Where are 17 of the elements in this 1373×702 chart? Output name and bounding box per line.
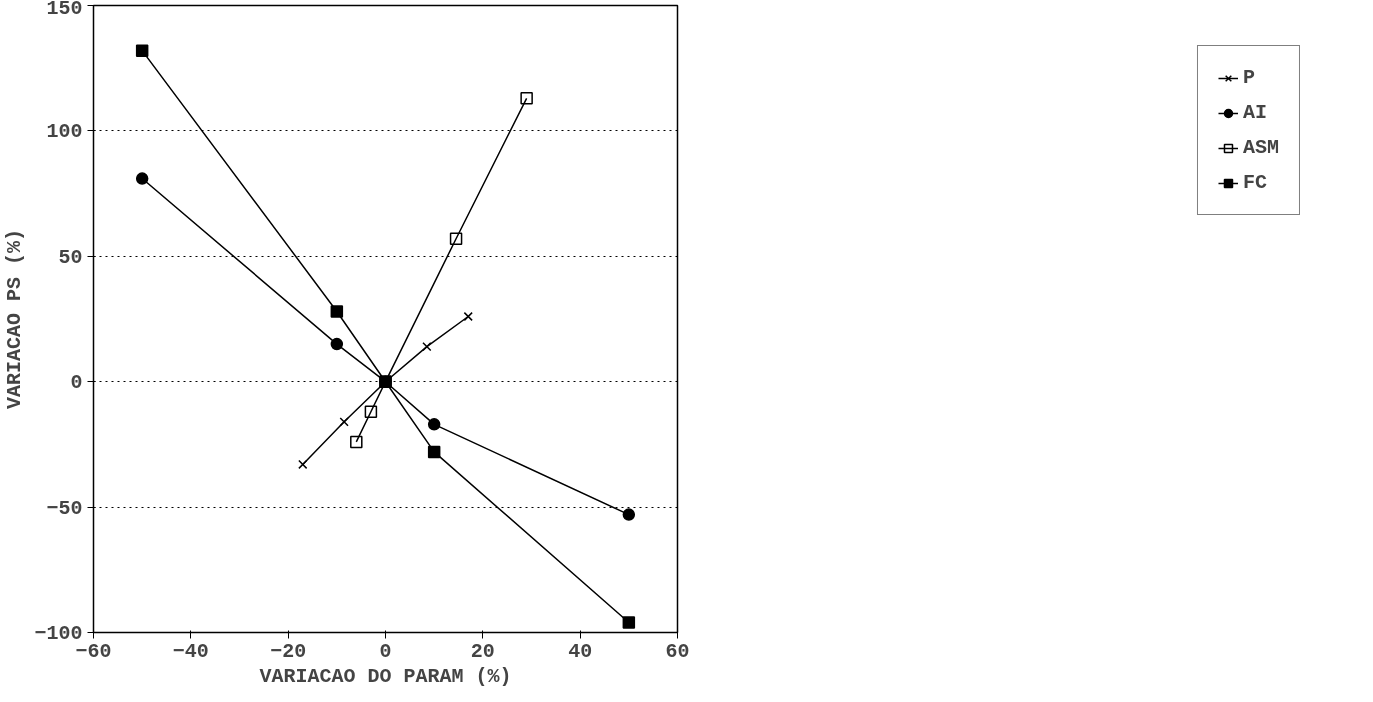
y-tick-label: 50 xyxy=(58,245,83,269)
x-tick-label: 40 xyxy=(568,639,593,663)
x-tick-label: −20 xyxy=(270,639,307,663)
legend-label: AI xyxy=(1242,101,1267,124)
legend-label: P xyxy=(1242,66,1256,89)
x-tick-label: −40 xyxy=(172,639,209,663)
y-tick-label: 0 xyxy=(70,371,83,395)
y-tick-label: −50 xyxy=(46,496,83,520)
y-tick-label: 100 xyxy=(46,120,83,144)
x-tick-label: 60 xyxy=(665,639,690,663)
x-tick-label: 0 xyxy=(379,639,392,663)
x-tick-label: 20 xyxy=(470,639,495,663)
legend-label: FC xyxy=(1242,171,1267,194)
y-axis-title: VARIACAO PS (%) xyxy=(3,228,27,410)
y-tick-label: 150 xyxy=(46,0,83,20)
legend-label: ASM xyxy=(1242,136,1279,159)
x-axis-title: VARIACAO DO PARAM (%) xyxy=(259,664,512,688)
